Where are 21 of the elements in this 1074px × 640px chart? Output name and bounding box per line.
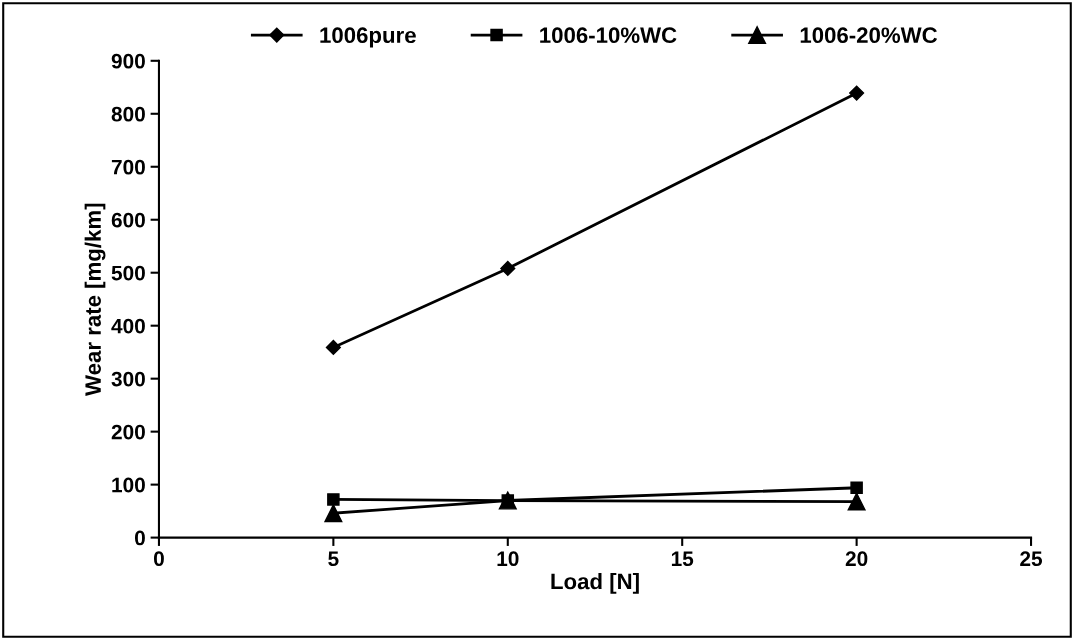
- x-tick-label: 10: [497, 551, 519, 567]
- x-tick-label: 20: [845, 551, 868, 567]
- x-tick-label: 5: [328, 551, 339, 567]
- legend-label: 1006pure: [320, 27, 416, 48]
- y-tick-label: 400: [111, 318, 145, 334]
- x-tick-label: 25: [1020, 551, 1043, 567]
- y-tick-label: 500: [111, 265, 145, 281]
- y-tick-label: 600: [111, 212, 145, 228]
- y-tick-label: 300: [111, 371, 145, 387]
- y-tick-label: 100: [112, 477, 145, 493]
- y-tick-label: 0: [135, 530, 145, 546]
- y-tick-label: 900: [111, 53, 145, 69]
- legend-label: 1006-20%WC: [800, 27, 938, 44]
- x-axis-title: Load [N]: [551, 572, 639, 594]
- x-tick-label: 15: [671, 551, 694, 567]
- y-tick-label: 800: [111, 106, 145, 122]
- y-axis-title: Wear rate [mg/km]: [84, 203, 106, 396]
- legend-label: 1006-10%WC: [540, 27, 677, 44]
- x-tick-label: 0: [153, 551, 164, 567]
- y-tick-label: 200: [111, 424, 145, 440]
- y-tick-label: 700: [111, 159, 145, 175]
